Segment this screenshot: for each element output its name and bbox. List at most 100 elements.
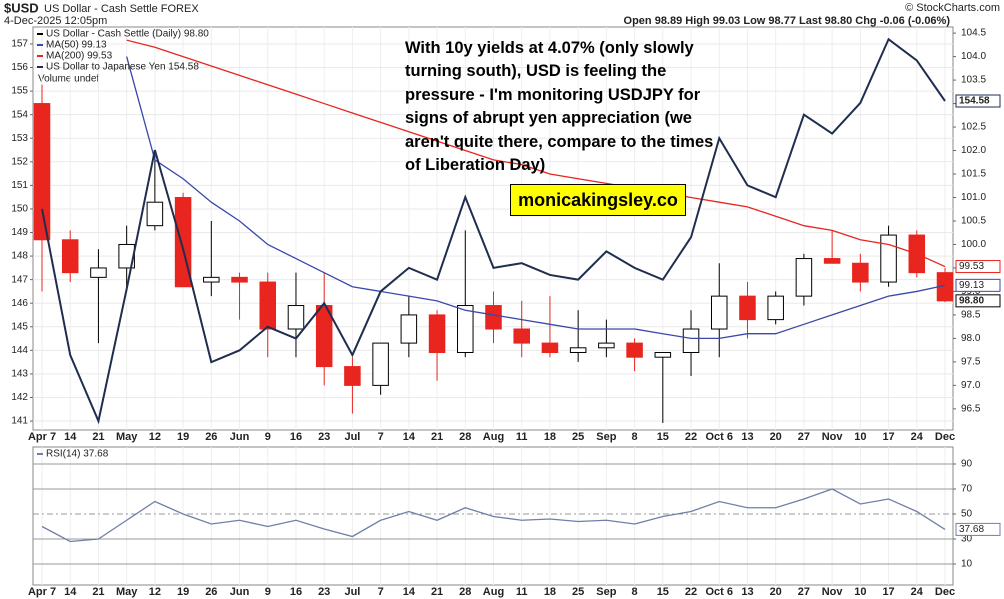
candle-body [513,328,530,344]
legend-extra: Volume undef [38,74,99,85]
x-tick-label: 15 [657,586,669,598]
legend-label: RSI(14) 37.68 [46,449,109,460]
x-tick-label: May [116,431,138,443]
x-tick-label: 10 [854,431,866,443]
y2-tick-label: 98.5 [961,310,981,321]
value-tag-box [955,294,1001,308]
candle-body [457,305,474,353]
x-tick-label: 22 [685,586,697,598]
legend-label: US Dollar - Cash Settle (Daily) 98.80 [46,29,209,40]
x-tick-label: 12 [149,431,161,443]
candle-body [90,267,107,278]
x-tick-label: 7 [378,586,384,598]
candle-body [626,342,643,358]
legend-label: US Dollar to Japanese Yen 154.58 [46,62,199,73]
y-tick-label: 149 [11,227,28,238]
y-tick-label: 143 [11,369,28,380]
value-tag-box [955,278,1001,292]
x-tick-label: Nov [822,431,844,443]
x-tick-label: 18 [544,586,556,598]
quote: Open 98.89 High 99.03 Low 98.77 Last 98.… [624,15,951,27]
x-tick-label: 20 [770,586,782,598]
y-tick-label: 148 [11,251,28,262]
x-tick-label: May [116,586,138,598]
x-tick-label: 11 [516,431,528,443]
x-tick-label: Sep [596,586,616,598]
x-tick-label: 28 [459,586,471,598]
x-tick-label: 10 [854,586,866,598]
x-tick-label: 24 [911,586,924,598]
series-line [126,56,946,340]
y-tick-label: 151 [11,180,28,191]
y-tick-label: 152 [11,156,28,167]
x-tick-label: Apr 7 [28,431,56,443]
y-tick-label: 147 [11,274,28,285]
candle-body [259,281,277,330]
y-tick-label: 141 [11,416,28,427]
legend-label: MA(50) 99.13 [46,40,107,51]
y2-tick-label: 100.5 [961,216,986,227]
x-tick-label: 19 [177,586,189,598]
x-tick-label: Dec [935,431,955,443]
candle-body [315,305,333,368]
y2-tick-label: 101.5 [961,169,986,180]
x-tick-label: Jul [344,431,360,443]
y-tick-label: 142 [11,392,28,403]
candle-body [654,352,672,358]
y-tick-label: 155 [11,86,28,97]
candle-body [880,234,897,283]
x-tick-label: 15 [657,431,669,443]
candle-body [33,103,51,241]
series-line [41,37,946,425]
x-tick-label: 25 [572,586,584,598]
x-tick-label: 26 [205,586,217,598]
y2-tick-label: 97.5 [961,357,981,368]
value-tag: 98.80 [959,295,984,306]
candle-body [739,295,756,321]
y-tick-label: 156 [11,62,28,73]
y-tick-label: 146 [11,298,28,309]
y2-tick-label: 101.0 [961,192,986,203]
candle-body [344,366,361,386]
x-tick-label: 17 [882,431,894,443]
x-tick-label: 18 [544,431,556,443]
x-tick-label: Jul [344,586,360,598]
value-tag: 99.13 [959,280,984,291]
series-line [126,39,946,268]
y-tick-label: 145 [11,321,28,332]
y-tick-label: 50 [961,509,973,520]
candle-body [400,314,418,344]
x-tick-label: 13 [741,431,753,443]
x-tick-label: 13 [741,586,753,598]
x-tick-label: 27 [798,431,810,443]
y-tick-label: 144 [11,345,28,356]
x-tick-label: 23 [318,431,330,443]
x-tick-label: 20 [770,431,782,443]
x-tick-label: 14 [64,586,77,598]
candle-body [767,295,784,321]
candle-body [287,305,305,330]
x-tick-label: 14 [64,431,77,443]
x-tick-label: 9 [265,431,271,443]
x-tick-label: 25 [572,431,584,443]
candle-body [146,201,164,227]
x-tick-label: 21 [431,431,443,443]
x-tick-label: 27 [798,586,810,598]
symbol: $USD [4,0,39,15]
y2-tick-label: 100.0 [961,239,986,250]
candle-body [541,342,559,353]
x-tick-label: 21 [431,586,443,598]
annotation: With 10y yields at 4.07% (only slowly tu… [405,39,714,175]
value-tag-box [955,94,1001,108]
series-line [41,488,946,543]
y-tick-label: 157 [11,39,28,50]
x-tick-label: 28 [459,431,471,443]
y-tick-label: 154 [11,109,28,120]
candle-body [823,258,841,264]
x-tick-label: 23 [318,586,330,598]
candle-body [428,314,446,354]
y-tick-label: 153 [11,133,28,144]
x-tick-label: Jun [230,431,250,443]
candle-body [598,342,615,349]
